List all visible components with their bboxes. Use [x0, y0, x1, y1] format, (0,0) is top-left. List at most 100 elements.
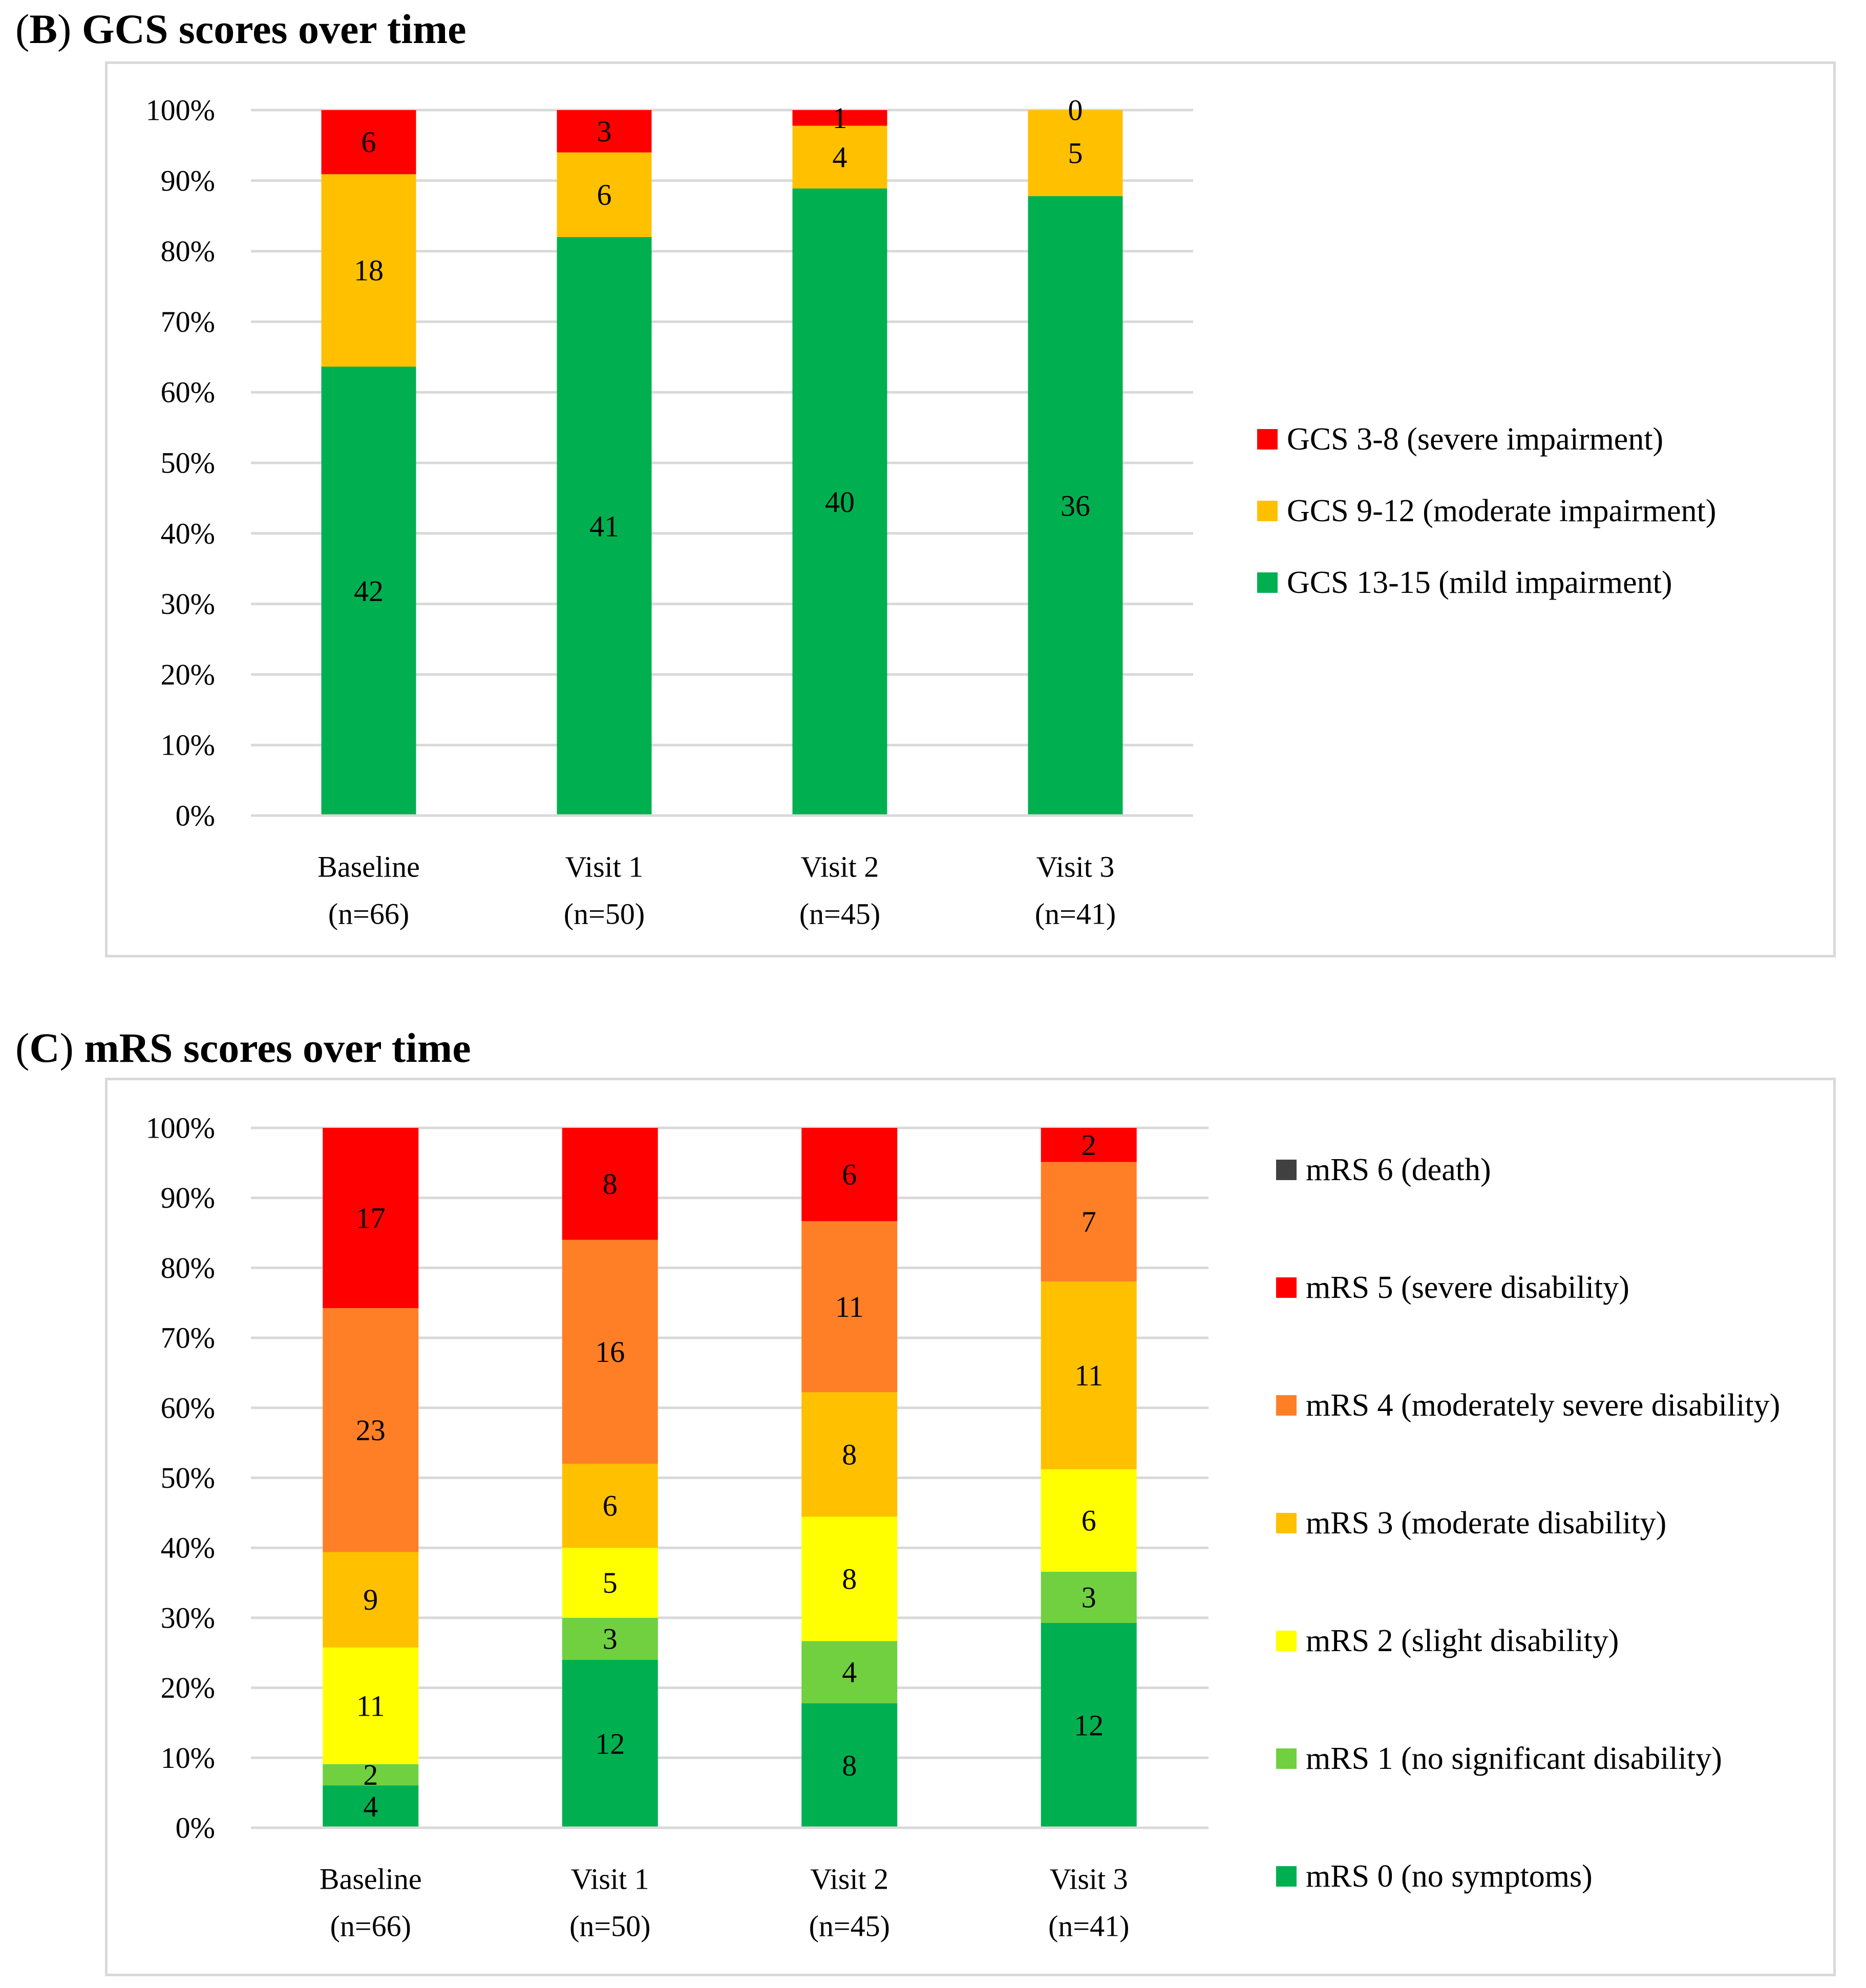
- bar-segment-gcs-13-15: [557, 237, 652, 816]
- panel-c-title-text: mRS scores over time: [84, 1024, 471, 1071]
- bar-segment-mrs-0: [1041, 1622, 1137, 1828]
- bar-segment-mrs-4: [1041, 1162, 1137, 1282]
- bar-segment-mrs-2: [1041, 1469, 1137, 1572]
- legend-entry: mRS 3 (moderate disability): [1306, 1506, 1666, 1541]
- data-label: 8: [842, 1438, 857, 1471]
- bar-segment-mrs-3: [323, 1552, 419, 1648]
- legend-swatch: [1276, 1631, 1297, 1651]
- y-tick-label: 70%: [161, 305, 215, 338]
- bar-segment-mrs-3: [562, 1464, 658, 1548]
- y-tick-label: 60%: [161, 1391, 215, 1424]
- x-category-label: Visit 1: [565, 850, 644, 884]
- bar-segment-mrs-1: [562, 1617, 658, 1660]
- data-label: 36: [1061, 489, 1090, 523]
- x-category-n: (n=41): [1048, 1910, 1129, 1943]
- data-label: 6: [1082, 1504, 1096, 1537]
- y-tick-label: 30%: [161, 1601, 215, 1634]
- panel-b-title: (B) GCS scores over time: [15, 6, 466, 52]
- data-label: 4: [842, 1656, 857, 1689]
- legend-swatch: [1276, 1160, 1297, 1180]
- data-label: 16: [595, 1335, 625, 1369]
- bar-segment-mrs-2: [562, 1548, 658, 1618]
- bar-segment-gcs-9-12: [557, 152, 652, 238]
- bar-segment-mrs-3: [801, 1392, 898, 1517]
- bar-segment-gcs-13-15: [792, 188, 887, 816]
- legend-swatch: [1257, 501, 1278, 521]
- data-label: 18: [354, 254, 384, 287]
- x-category-label: Visit 3: [1036, 850, 1115, 884]
- x-category-label: Baseline: [317, 850, 420, 884]
- data-label: 5: [1068, 137, 1083, 170]
- legend-swatch: [1276, 1277, 1297, 1298]
- bar-segment-gcs-9-12: [321, 174, 416, 367]
- bar-segment-mrs-4: [562, 1239, 658, 1464]
- data-label: 11: [356, 1689, 385, 1722]
- bar-segment-mrs-5: [562, 1128, 658, 1240]
- data-label: 12: [1074, 1708, 1104, 1742]
- x-category-n: (n=66): [328, 897, 409, 931]
- legend-entry: mRS 6 (death): [1306, 1152, 1491, 1187]
- data-label: 0: [1068, 94, 1083, 127]
- panel-c-title: (C) mRS scores over time: [15, 1024, 471, 1071]
- y-tick-label: 0%: [176, 1811, 215, 1845]
- bar-segment-gcs-3-8: [321, 110, 416, 175]
- x-category-label: Visit 3: [1050, 1863, 1128, 1896]
- legend-swatch: [1276, 1513, 1297, 1533]
- y-tick-label: 90%: [161, 1181, 215, 1214]
- bar-segment-mrs-1: [1041, 1571, 1137, 1623]
- bar-segment-mrs-4: [801, 1221, 898, 1393]
- legend-entry: GCS 3-8 (severe impairment): [1287, 422, 1663, 457]
- legend-swatch: [1276, 1395, 1297, 1416]
- x-category-n: (n=41): [1035, 897, 1116, 931]
- legend-entry: GCS 13-15 (mild impairment): [1287, 565, 1672, 600]
- x-category-n: (n=45): [799, 897, 880, 931]
- data-label: 7: [1082, 1205, 1096, 1238]
- panel-c-label: C: [29, 1024, 60, 1071]
- y-tick-label: 50%: [161, 1461, 215, 1494]
- data-label: 2: [1082, 1128, 1096, 1162]
- y-tick-label: 0%: [176, 799, 215, 832]
- y-tick-label: 90%: [161, 164, 215, 197]
- y-tick-label: 20%: [161, 1671, 215, 1704]
- data-label: 42: [354, 574, 384, 608]
- legend-entry: mRS 1 (no significant disability): [1306, 1741, 1722, 1776]
- data-label: 3: [597, 115, 612, 148]
- data-label: 1: [833, 101, 847, 135]
- legend-swatch: [1276, 1748, 1297, 1769]
- panel-b-label: B: [29, 6, 58, 52]
- bar-segment-mrs-0: [801, 1703, 898, 1828]
- legend-entry: mRS 2 (slight disability): [1306, 1623, 1619, 1658]
- data-label: 4: [363, 1790, 378, 1823]
- data-label: 41: [589, 510, 619, 543]
- legend-entry: mRS 0 (no symptoms): [1306, 1859, 1593, 1894]
- x-category-label: Visit 2: [801, 850, 879, 884]
- bar-segment-mrs-0: [562, 1659, 658, 1828]
- bar-segment-gcs-9-12: [1028, 110, 1123, 197]
- data-label: 12: [595, 1727, 625, 1760]
- y-tick-label: 20%: [161, 658, 215, 691]
- y-tick-label: 10%: [161, 729, 215, 762]
- data-label: 3: [603, 1622, 618, 1655]
- data-label: 11: [835, 1290, 864, 1323]
- x-category-n: (n=66): [330, 1910, 411, 1943]
- data-label: 4: [833, 140, 847, 174]
- data-label: 11: [1074, 1359, 1103, 1392]
- x-category-label: Visit 2: [810, 1863, 888, 1896]
- data-label: 8: [842, 1749, 857, 1782]
- bar-segment-mrs-5: [801, 1128, 898, 1222]
- x-category-n: (n=45): [809, 1910, 890, 1943]
- data-label: 40: [825, 485, 855, 519]
- bar-segment-mrs-1: [323, 1764, 419, 1786]
- legend-swatch: [1276, 1866, 1297, 1887]
- data-label: 3: [1082, 1580, 1096, 1614]
- bar-segment-gcs-9-12: [792, 125, 887, 189]
- bar-segment-mrs-5: [1041, 1128, 1137, 1162]
- data-label: 6: [603, 1489, 618, 1523]
- data-label: 23: [356, 1414, 386, 1447]
- y-tick-label: 10%: [161, 1741, 215, 1775]
- bar-segment-mrs-4: [323, 1308, 419, 1552]
- y-tick-label: 40%: [161, 517, 215, 550]
- legend-entry: mRS 4 (moderately severe disability): [1306, 1388, 1780, 1423]
- data-label: 6: [597, 178, 612, 211]
